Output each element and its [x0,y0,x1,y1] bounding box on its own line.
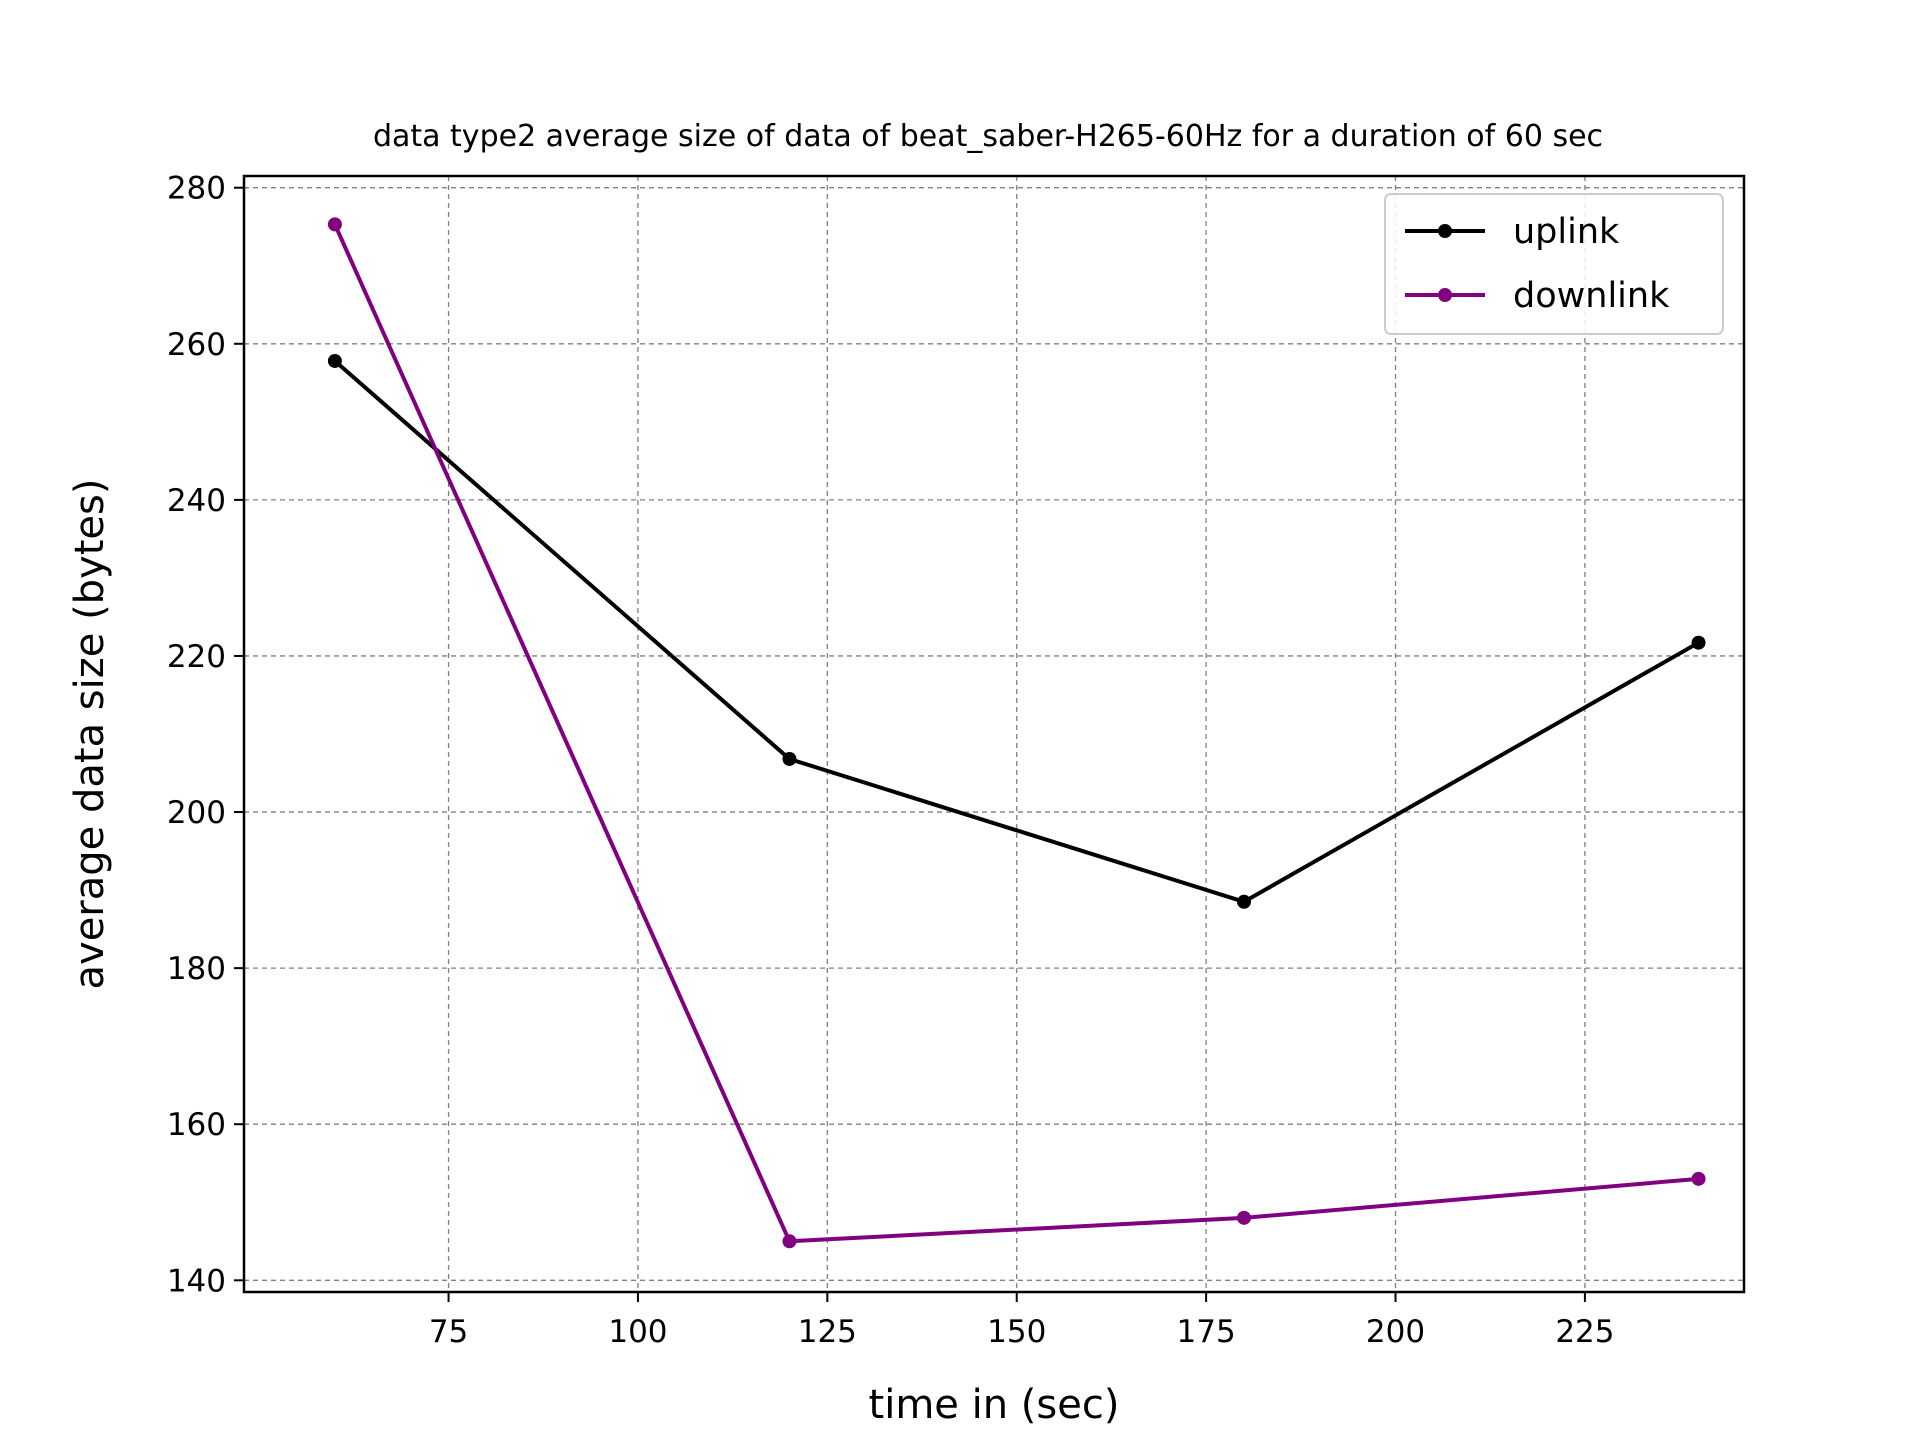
grid-lines [244,176,1744,1292]
y-tick-label: 160 [167,1107,226,1143]
y-tick-label: 220 [167,639,226,675]
data-point-downlink [1237,1210,1251,1225]
series-line-downlink [333,223,1699,1244]
data-point-uplink [782,751,797,766]
data-point-downlink [782,1234,797,1249]
data-point-uplink [327,353,342,368]
y-tick-label: 280 [167,171,226,207]
data-point-downlink [327,217,342,232]
y-tick-label: 180 [167,951,226,987]
data-point-uplink [1237,894,1251,909]
y-axis: 140 160 180 200 220 240 260 280 [167,171,244,1299]
y-tick-label: 260 [167,327,226,363]
y-tick-label: 140 [167,1263,226,1299]
x-axis-label: time in (sec) [869,1382,1120,1428]
chart-title: data type2 average size of data of beat_… [373,119,1603,154]
series-line-uplink [333,359,1700,904]
x-tick-label: 75 [429,1314,468,1350]
x-tick-label: 225 [1555,1314,1614,1350]
x-tick-label: 125 [798,1314,857,1350]
x-axis: 75 100 125 150 175 200 225 [429,1292,1614,1350]
y-tick-label: 200 [167,795,226,831]
x-tick-label: 200 [1366,1314,1425,1350]
y-axis-label: average data size (bytes) [67,479,113,990]
plot-frame [242,174,1746,1294]
data-point-downlink [1691,1171,1706,1186]
legend-marker-downlink [1438,288,1452,302]
x-tick-label: 100 [608,1314,667,1350]
legend-label-downlink: downlink [1513,276,1670,316]
x-tick-label: 150 [987,1314,1046,1350]
legend: uplink downlink [1384,193,1724,335]
x-tick-label: 175 [1177,1314,1236,1350]
legend-marker-uplink [1438,224,1452,238]
data-point-uplink [1691,635,1706,650]
y-tick-label: 240 [167,483,226,519]
series-layer [327,217,1706,1249]
legend-label-uplink: uplink [1513,212,1620,252]
